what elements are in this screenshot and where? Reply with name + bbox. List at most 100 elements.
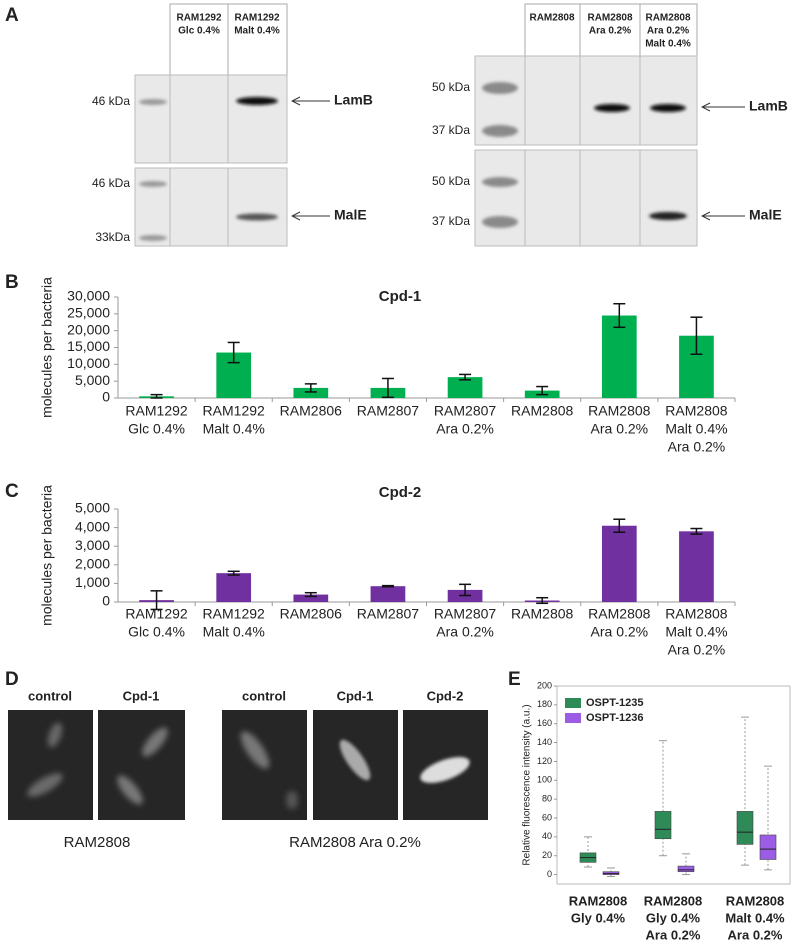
y-tick-label: 5,000 xyxy=(75,372,110,388)
x-tick-label: RAM2808 xyxy=(511,606,573,622)
box xyxy=(654,811,672,840)
legend-swatch xyxy=(565,698,581,708)
panel-label: B xyxy=(5,272,19,293)
y-tick-label: 140 xyxy=(537,737,552,747)
y-axis-label: molecules per bacteria xyxy=(39,485,55,626)
lane-label: RAM2808 xyxy=(587,13,632,24)
image-label: control xyxy=(242,688,286,703)
x-tick-label: Ara 0.2% xyxy=(591,624,649,640)
x-tick-label: Ara 0.2% xyxy=(436,421,494,437)
image-caption: RAM2808 xyxy=(64,834,131,851)
x-tick-label: RAM1292 xyxy=(125,606,187,622)
marker-label: 46 kDa xyxy=(92,176,130,190)
ladder-band xyxy=(139,235,167,241)
marker-label: 50 kDa xyxy=(432,174,470,188)
x-tick-label: RAM2808 xyxy=(665,606,727,622)
ladder-band xyxy=(482,82,518,94)
panel-label: D xyxy=(5,669,19,690)
lane xyxy=(579,55,641,146)
box xyxy=(677,865,695,873)
cell xyxy=(27,773,63,797)
band xyxy=(649,212,687,220)
x-tick-label: Ara 0.2% xyxy=(646,927,701,942)
x-tick-label: RAM2807 xyxy=(357,403,419,419)
x-tick-label: RAM2807 xyxy=(434,606,496,622)
x-tick-label: Glc 0.4% xyxy=(128,421,185,437)
error-bar xyxy=(536,385,549,396)
x-tick-label: RAM2808 xyxy=(511,403,573,419)
cell xyxy=(339,739,371,781)
marker-lane xyxy=(474,149,526,247)
x-tick-label: Ara 0.2% xyxy=(436,624,494,640)
lane-label: RAM2808 xyxy=(529,13,574,24)
panel-label: A xyxy=(5,5,19,26)
x-tick-label: Gly 0.4% xyxy=(646,910,701,925)
cell xyxy=(117,775,143,805)
x-tick-label: RAM1292 xyxy=(203,606,265,622)
x-tick-label: Malt 0.4% xyxy=(665,624,727,640)
error-bar xyxy=(381,377,394,399)
y-axis-label: molecules per bacteria xyxy=(39,277,55,418)
lane xyxy=(639,55,698,146)
lane xyxy=(169,167,229,247)
chart-title: Cpd-1 xyxy=(379,288,422,305)
x-tick-label: RAM2807 xyxy=(357,606,419,622)
y-tick-label: 20,000 xyxy=(67,321,110,337)
box xyxy=(736,811,754,845)
error-bar xyxy=(613,302,626,329)
lane-label: Glc 0.4% xyxy=(178,26,220,37)
x-tick-label: Gly 0.4% xyxy=(571,910,626,925)
image-caption: RAM2808 Ara 0.2% xyxy=(289,834,421,851)
band xyxy=(594,104,630,112)
protein-label: LamB xyxy=(749,98,788,114)
bar xyxy=(216,573,252,602)
image-label: control xyxy=(28,688,72,703)
ladder-band xyxy=(482,125,518,137)
legend-label: OSPT-1236 xyxy=(586,712,643,724)
image-label: Cpd-1 xyxy=(123,688,160,703)
protein-label: LamB xyxy=(334,92,373,108)
lane xyxy=(579,149,641,247)
marker-label: 37 kDa xyxy=(432,214,470,228)
legend-label: OSPT-1235 xyxy=(586,697,643,709)
panel-label: E xyxy=(508,669,521,690)
x-tick-label: Glc 0.4% xyxy=(128,624,185,640)
error-bar xyxy=(304,591,317,598)
protein-label: MalE xyxy=(749,207,782,223)
error-bar xyxy=(536,596,549,605)
x-tick-label: RAM1292 xyxy=(203,403,265,419)
cell xyxy=(240,731,270,769)
y-tick-label: 120 xyxy=(537,756,552,766)
x-tick-label: RAM2806 xyxy=(280,606,342,622)
band xyxy=(650,104,686,112)
legend-swatch xyxy=(565,713,581,723)
lane xyxy=(227,167,288,247)
x-tick-label: RAM2808 xyxy=(665,403,727,419)
x-tick-label: RAM1292 xyxy=(125,403,187,419)
bar xyxy=(293,594,329,602)
image-label: Cpd-1 xyxy=(337,688,374,703)
lane xyxy=(524,55,581,146)
lane xyxy=(169,74,229,164)
x-tick-label: RAM2808 xyxy=(569,893,628,908)
y-tick-label: 20 xyxy=(542,850,552,860)
marker-label: 33kDa xyxy=(95,230,130,244)
cell xyxy=(286,791,298,809)
panel-label: C xyxy=(5,481,19,502)
y-tick-label: 25,000 xyxy=(67,305,110,321)
error-bar xyxy=(227,341,240,364)
error-bar xyxy=(304,383,317,393)
x-tick-label: Ara 0.2% xyxy=(668,642,726,658)
y-tick-label: 180 xyxy=(537,699,552,709)
x-tick-label: Malt 0.4% xyxy=(203,624,265,640)
lane-header xyxy=(227,3,288,76)
blot-left: RAM1292 Glc 0.4% RAM1292 Malt 0.4% 46 kD… xyxy=(92,3,373,247)
y-tick-label: 60 xyxy=(542,812,552,822)
bar xyxy=(601,525,637,602)
lane-header xyxy=(524,3,581,57)
y-tick-label: 15,000 xyxy=(67,338,110,354)
y-tick-label: 0 xyxy=(547,869,552,879)
chart-title: Cpd-2 xyxy=(379,484,422,501)
bar xyxy=(447,377,483,398)
